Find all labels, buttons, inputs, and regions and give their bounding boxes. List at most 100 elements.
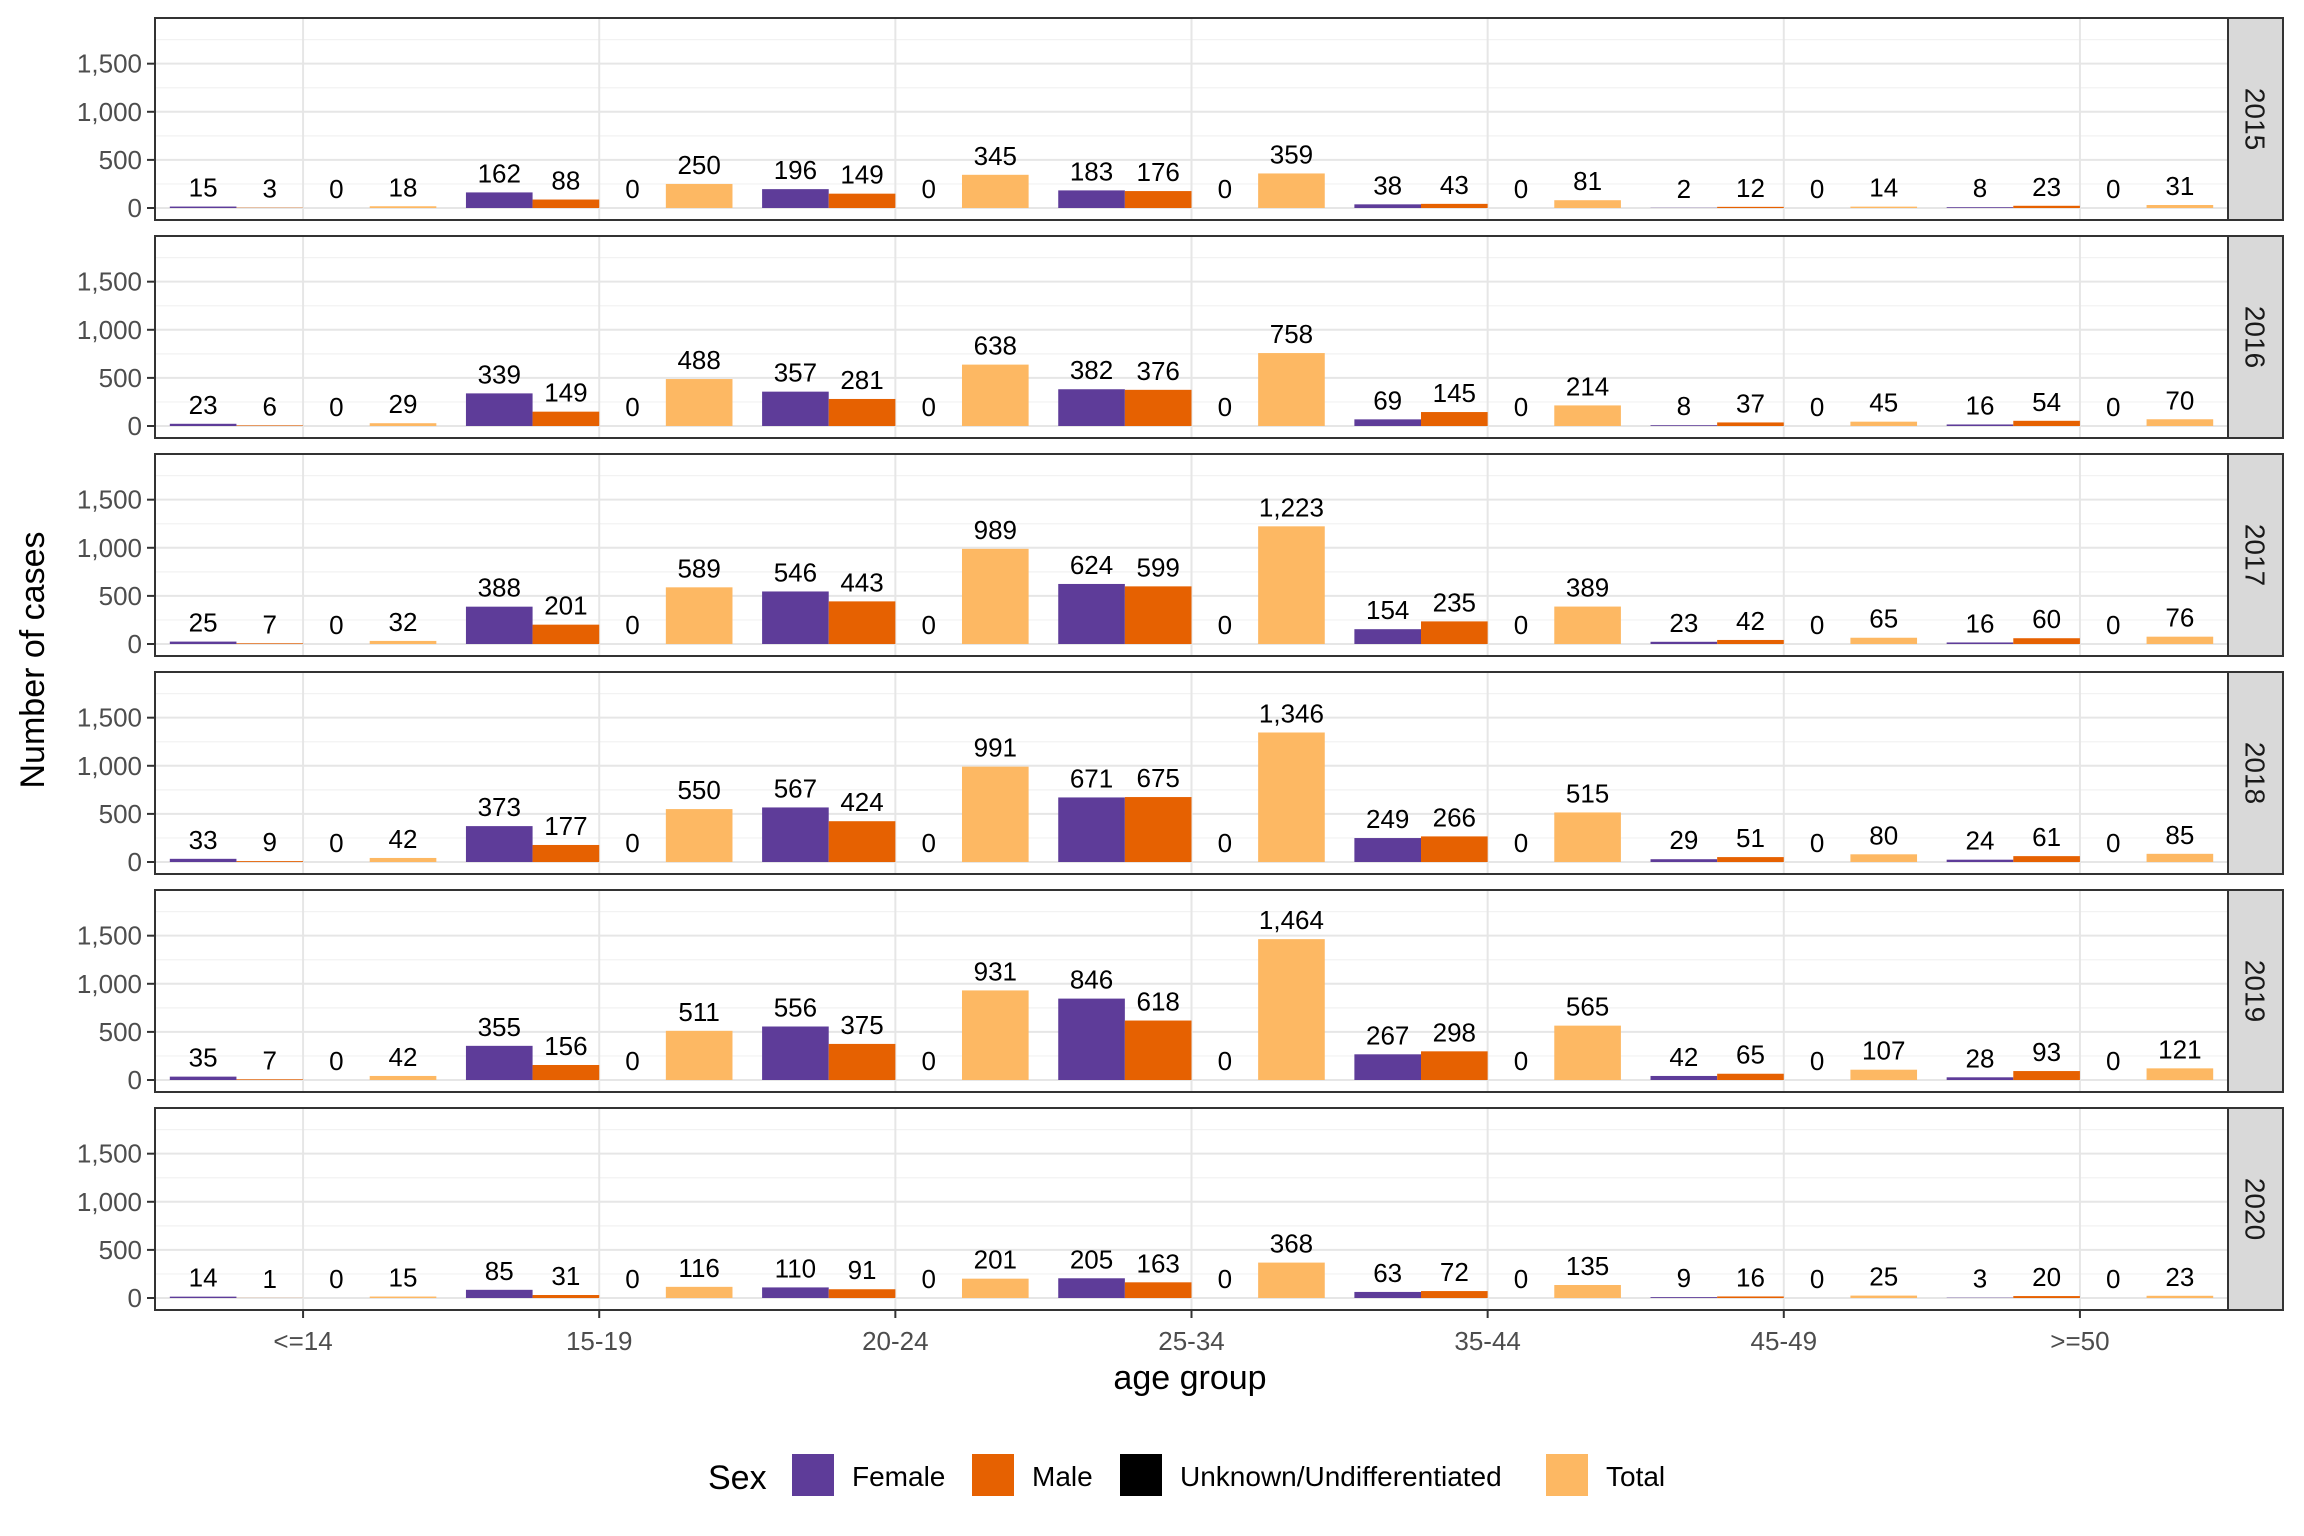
bar-total (665, 1030, 733, 1080)
data-label: 0 (2106, 1046, 2120, 1076)
data-label: 0 (2106, 174, 2120, 204)
data-label: 63 (1373, 1258, 1402, 1288)
legend-key (972, 1454, 1014, 1496)
bar-male (2013, 856, 2080, 862)
bar-male (1717, 857, 1784, 862)
legend-item-female: Female (792, 1454, 945, 1496)
legend-item-male: Male (972, 1454, 1093, 1496)
data-label: 0 (1810, 828, 1824, 858)
data-label: 88 (551, 166, 580, 196)
bar-male (1421, 836, 1488, 862)
x-tick-label: 45-49 (1751, 1326, 1818, 1356)
data-label: 599 (1136, 552, 1179, 582)
data-label: 42 (389, 1042, 418, 1072)
bar-male (532, 624, 600, 644)
bar-total (1850, 854, 1918, 862)
y-tick-label: 1,000 (77, 1187, 142, 1217)
data-label: 14 (1869, 173, 1898, 203)
bar-female (1946, 424, 2014, 426)
data-label: 250 (677, 150, 720, 180)
data-label: 7 (263, 609, 277, 639)
data-label: 14 (189, 1263, 218, 1293)
bar-female (1946, 207, 2014, 208)
data-label: 183 (1070, 156, 1113, 186)
data-label: 42 (389, 824, 418, 854)
bar-female (169, 858, 237, 862)
bar-total (1258, 732, 1325, 862)
data-label: 0 (625, 1264, 639, 1294)
legend: Sex Female Male Unknown/Undifferentiated To… (708, 1454, 1665, 1497)
bar-male (1124, 1282, 1192, 1298)
x-axis-ticks: <=14 15-19 20-24 25-34 35-44 45-49 >=50 (273, 1310, 2110, 1356)
bar-total (2146, 205, 2214, 208)
data-label: 589 (677, 553, 720, 583)
bar-female (169, 1076, 237, 1080)
strip-label: 2020 (2240, 1178, 2271, 1240)
data-label: 0 (2106, 1264, 2120, 1294)
strip (2227, 671, 2284, 875)
bar-male (1717, 206, 1784, 208)
y-tick-label: 500 (99, 145, 142, 175)
data-label: 37 (1736, 388, 1765, 418)
data-label: 0 (625, 828, 639, 858)
data-label: 28 (1966, 1043, 1995, 1073)
data-label: 85 (485, 1256, 514, 1286)
legend-items: Female Male Unknown/Undifferentiated Total (792, 1454, 1665, 1496)
bar-female (169, 641, 237, 644)
data-label: 72 (1440, 1257, 1469, 1287)
bar-female (465, 826, 533, 862)
strip (2227, 1107, 2284, 1311)
bar-total (369, 1075, 437, 1080)
data-label: 281 (840, 365, 883, 395)
legend-key (1120, 1454, 1162, 1496)
bar-total (961, 364, 1029, 426)
data-label: 38 (1373, 170, 1402, 200)
bar-male (2013, 1296, 2080, 1298)
data-label: 638 (974, 331, 1017, 361)
y-tick-label: 1,000 (77, 315, 142, 345)
bar-female (169, 423, 237, 426)
data-label: 91 (848, 1255, 877, 1285)
bar-male (532, 411, 600, 426)
data-label: 61 (2032, 822, 2061, 852)
y-tick-label: 500 (99, 1235, 142, 1265)
data-label: 0 (625, 174, 639, 204)
data-label: 29 (1669, 825, 1698, 855)
bar-total (961, 990, 1029, 1080)
data-label: 0 (1810, 1264, 1824, 1294)
bar-female (762, 807, 829, 862)
data-label: 515 (1566, 778, 1609, 808)
bar-female (465, 393, 533, 426)
data-label: 0 (921, 392, 935, 422)
bar-male (1421, 412, 1488, 426)
data-label: 7 (263, 1045, 277, 1075)
bar-male (1124, 797, 1192, 862)
data-label: 176 (1136, 157, 1179, 187)
data-label: 70 (2165, 385, 2194, 415)
data-label: 149 (544, 378, 587, 408)
data-label: 375 (840, 1010, 883, 1040)
bar-male (2013, 420, 2080, 426)
bar-male (828, 601, 896, 644)
data-label: 201 (974, 1245, 1017, 1275)
data-label: 25 (1869, 1262, 1898, 1292)
bar-female (1058, 797, 1125, 862)
data-label: 618 (1136, 987, 1179, 1017)
bar-female (465, 606, 533, 644)
data-label: 42 (1669, 1042, 1698, 1072)
bar-male (532, 1064, 600, 1080)
data-label: 546 (774, 557, 817, 587)
data-label: 8 (1973, 173, 1987, 203)
data-label: 121 (2158, 1034, 2201, 1064)
data-label: 991 (974, 733, 1017, 763)
legend-label: Unknown/Undifferentiated (1180, 1461, 1502, 1492)
x-tick-label: 20-24 (862, 1326, 929, 1356)
y-tick-label: 0 (128, 1283, 142, 1313)
data-label: 16 (1736, 1262, 1765, 1292)
data-label: 0 (1810, 1046, 1824, 1076)
bar-total (2146, 636, 2214, 644)
strip-label: 2018 (2240, 742, 2271, 804)
bar-female (1058, 583, 1125, 644)
data-label: 382 (1070, 355, 1113, 385)
